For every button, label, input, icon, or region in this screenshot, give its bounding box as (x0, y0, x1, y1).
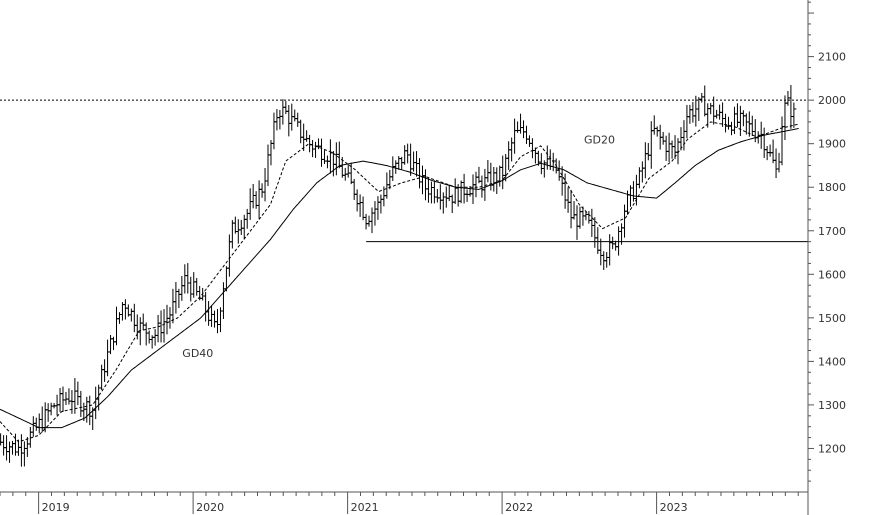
x-tick-label: 2020 (196, 501, 224, 514)
y-tick-label: 1300 (818, 399, 846, 412)
x-tick-label: 2023 (660, 501, 688, 514)
y-tick-label: 1900 (818, 138, 846, 151)
gd40-line (0, 127, 799, 429)
x-tick-label: 2019 (42, 501, 70, 514)
gd20-line (0, 121, 799, 443)
x-tick-label: 2021 (351, 501, 379, 514)
y-tick-label: 2100 (818, 51, 846, 64)
axes: 1200 1300 1400 1500 1600 1700 1800 1900 2000 2100… (0, 0, 846, 515)
price-bars (0, 84, 797, 467)
y-tick-label: 1400 (818, 355, 846, 368)
y-tick-label: 1700 (818, 225, 846, 238)
price-bar (791, 102, 797, 128)
series-label: GD40 (182, 347, 213, 360)
y-tick-label: 1200 (818, 442, 846, 455)
series-label: GD20 (584, 134, 615, 147)
y-tick-label: 1500 (818, 312, 846, 325)
indicator-lines (0, 99, 808, 443)
chart-labels: GD20 GD40 (182, 134, 615, 360)
y-tick-label: 2000 (818, 94, 846, 107)
x-tick-label: 2022 (505, 501, 533, 514)
y-tick-label: 1800 (818, 181, 846, 194)
y-tick-label: 1600 (818, 268, 846, 281)
